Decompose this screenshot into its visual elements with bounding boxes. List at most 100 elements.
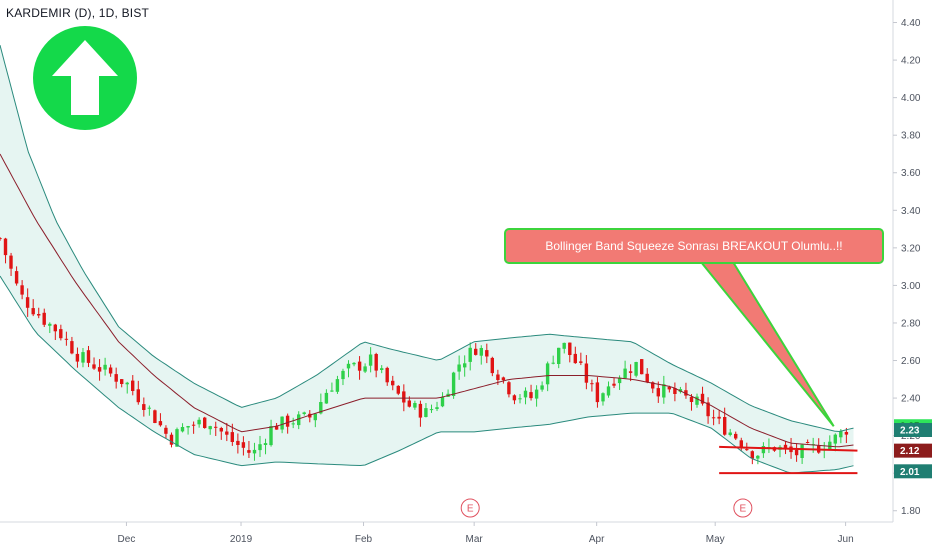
candle-body [142, 404, 146, 410]
logo-arrow-shape [52, 40, 118, 115]
candle-body [579, 361, 583, 363]
candle-body [391, 380, 395, 386]
candle-body [335, 379, 340, 392]
candle-body [42, 312, 46, 325]
candle-body [363, 366, 367, 372]
candle-body [31, 308, 35, 315]
candle-body [413, 403, 417, 408]
candle-body [601, 393, 605, 402]
price-badge-text: 2.01 [900, 467, 920, 478]
candle-body [734, 433, 738, 439]
candle-body [844, 432, 849, 435]
candle-body [573, 353, 577, 364]
candle-body [673, 388, 677, 394]
candle-body [695, 396, 699, 405]
candle-body [457, 364, 461, 372]
y-tick-label: 3.00 [901, 281, 921, 292]
candle-body [562, 342, 566, 349]
earnings-event-marker[interactable] [460, 498, 480, 518]
candle-body [501, 377, 506, 381]
candle-body [623, 368, 627, 379]
candle-body [750, 451, 754, 459]
candle-body [103, 364, 107, 370]
candle-body [684, 390, 688, 396]
candle-body [739, 440, 743, 447]
candle-body [717, 416, 721, 419]
candle-body [711, 417, 716, 419]
up-arrow-icon [33, 26, 137, 130]
callout-text: Bollinger Band Squeeze Sonrası BREAKOUT … [545, 239, 842, 253]
candle-body [634, 362, 638, 376]
candle-body [368, 354, 373, 366]
candle-body [252, 449, 257, 454]
candle-body [269, 426, 273, 446]
candle-body [153, 410, 157, 423]
x-tick-label: Dec [118, 534, 136, 545]
candle-body [518, 398, 522, 400]
x-tick-label: Apr [589, 534, 605, 545]
candle-body [214, 426, 218, 428]
candle-body [651, 382, 655, 389]
earnings-event-label: E [467, 504, 474, 515]
candle-body [219, 428, 223, 432]
candle-body [180, 427, 185, 432]
candle-body [285, 415, 290, 427]
callout-box [504, 228, 884, 264]
price-badge [894, 464, 932, 479]
y-tick-label: 3.80 [901, 131, 921, 142]
chart-title: KARDEMIR (D), 1D, BIST [6, 6, 150, 20]
candle-body [236, 440, 240, 445]
candle-body [164, 427, 168, 434]
candle-body [357, 361, 362, 371]
candle-body [274, 425, 279, 430]
x-tick-label: Mar [466, 534, 484, 545]
candle-body [612, 383, 616, 386]
candle-body [9, 255, 13, 269]
candle-body [723, 417, 727, 435]
candle-body [805, 442, 810, 443]
candle-body [385, 367, 389, 383]
candle-body [606, 386, 611, 396]
candle-body [396, 385, 400, 394]
candle-body [191, 424, 196, 426]
candle-body [203, 417, 207, 428]
candle-body [75, 353, 80, 362]
candle-body [551, 362, 555, 364]
candle-body [407, 400, 411, 407]
candle-body [485, 350, 489, 357]
candle-body [689, 397, 694, 402]
candle-body [208, 426, 212, 430]
x-tick-label: Feb [355, 534, 373, 545]
earnings-event-marker[interactable] [733, 498, 753, 518]
candle-body [656, 388, 660, 397]
candle-body [25, 297, 30, 308]
y-tick-label: 4.20 [901, 56, 921, 67]
candle-body [341, 370, 345, 380]
x-tick-label: Jun [838, 534, 854, 545]
trendline [719, 445, 858, 452]
candle-body [662, 384, 666, 398]
candle-body [380, 368, 384, 370]
candle-body [48, 323, 52, 326]
candle-body [523, 390, 528, 398]
candle-body [247, 450, 251, 453]
earnings-event-label: E [740, 504, 747, 515]
candle-body [628, 371, 633, 373]
x-tick-label: 2019 [230, 534, 253, 545]
candle-body [263, 443, 268, 445]
candle-body [352, 362, 356, 365]
bollinger-upper [0, 44, 854, 433]
candle-body [186, 426, 190, 428]
candle-body [435, 407, 439, 409]
y-tick-label: 2.40 [901, 394, 921, 405]
candle-body [540, 385, 544, 390]
candle-body [0, 238, 2, 240]
candle-body [451, 372, 456, 396]
candle-body [529, 392, 533, 399]
y-tick-label: 3.60 [901, 168, 921, 179]
candle-body [479, 348, 483, 356]
candle-body [794, 450, 799, 456]
candle-body [169, 434, 174, 445]
